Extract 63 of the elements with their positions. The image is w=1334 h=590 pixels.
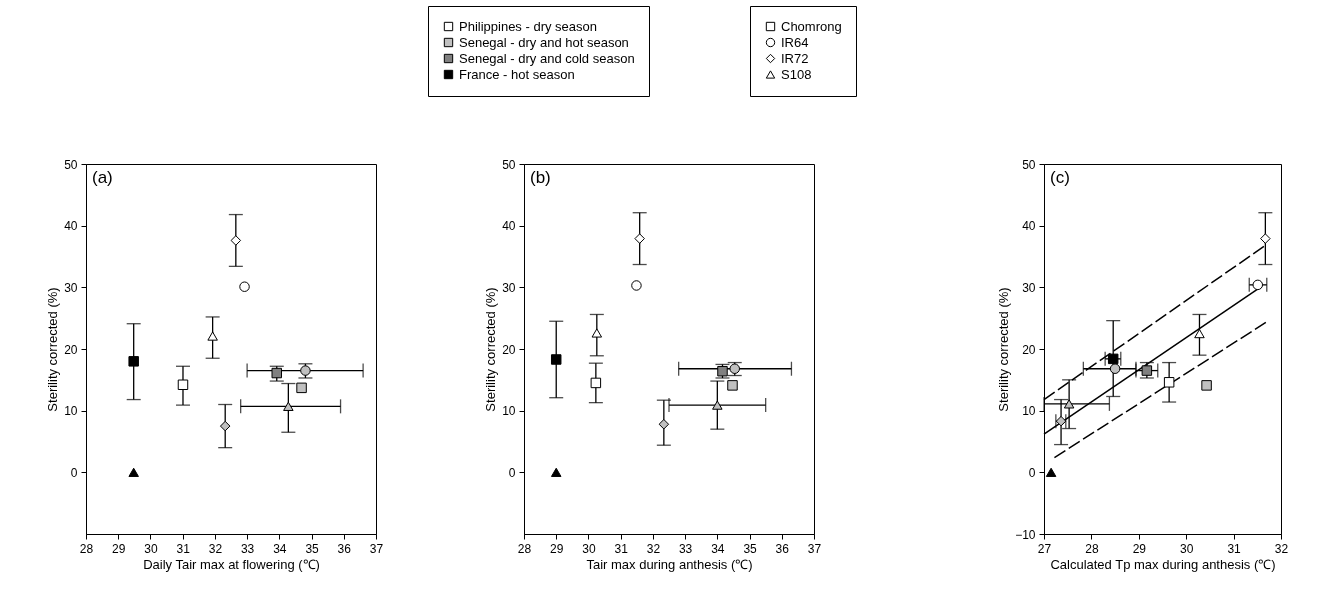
y-tick-label: 40 [502, 219, 516, 234]
y-axis-title: Sterility corrected (%) [45, 287, 61, 412]
chart-title: (b) [530, 168, 551, 187]
y-tick-label: 0 [1028, 465, 1036, 480]
y-tick-label: 40 [1022, 219, 1036, 234]
x-tick-label: 35 [305, 541, 320, 556]
x-tick-label: 36 [337, 541, 352, 556]
legend-label: IR72 [781, 50, 809, 66]
x-tick-label: 32 [646, 541, 661, 556]
y-tick-label: 20 [1022, 342, 1036, 357]
x-tick-label: 35 [743, 541, 758, 556]
x-tick-label: 37 [807, 541, 822, 556]
x-tick-label: 29 [550, 541, 564, 556]
y-tick-label: 30 [64, 280, 78, 295]
x-axis-title: Tair max during anthesis (℃) [586, 556, 753, 572]
x-axis-title: Calculated Tp max during anthesis (℃) [1050, 556, 1276, 572]
y-tick-label: 10 [502, 404, 516, 419]
y-tick-label: 50 [64, 157, 78, 172]
chart-title: (a) [92, 168, 113, 187]
legend-label: Senegal - dry and cold season [459, 50, 635, 66]
x-tick-label: 34 [711, 541, 725, 556]
x-tick-label: 36 [775, 541, 790, 556]
y-tick-label: 30 [502, 280, 516, 295]
y-axis-title: Sterility corrected (%) [996, 287, 1012, 412]
x-tick-label: 28 [79, 541, 94, 556]
x-tick-label: 34 [273, 541, 287, 556]
y-tick-label: 0 [508, 465, 516, 480]
x-tick-label: 32 [1274, 541, 1289, 556]
x-tick-label: 28 [517, 541, 532, 556]
x-tick-label: 27 [1037, 541, 1052, 556]
x-tick-label: 30 [144, 541, 158, 556]
y-tick-label: 20 [64, 342, 78, 357]
chart-title: (c) [1050, 168, 1070, 187]
y-tick-label: 20 [502, 342, 516, 357]
y-tick-label: 0 [70, 465, 78, 480]
legend-label: Chomrong [781, 18, 842, 34]
x-tick-label: 29 [1132, 541, 1147, 556]
y-axis-title: Sterility corrected (%) [483, 287, 499, 412]
y-tick-label: 40 [64, 219, 78, 234]
y-tick-label: 50 [1022, 157, 1036, 172]
x-tick-label: 30 [582, 541, 596, 556]
x-tick-label: 28 [1085, 541, 1099, 556]
x-tick-label: 31 [614, 541, 629, 556]
legend-label: Philippines - dry season [459, 18, 598, 34]
legend-label: IR64 [781, 34, 809, 50]
x-tick-label: 31 [1227, 541, 1242, 556]
y-tick-label: −10 [1015, 527, 1036, 542]
x-tick-label: 30 [1180, 541, 1194, 556]
y-tick-label: 30 [1022, 280, 1036, 295]
y-tick-label: 10 [64, 404, 78, 419]
y-tick-label: 10 [1022, 404, 1036, 419]
y-tick-label: 50 [502, 157, 516, 172]
x-axis-title: Daily Tair max at flowering (℃) [143, 556, 320, 572]
x-tick-label: 29 [112, 541, 126, 556]
point [1141, 365, 1153, 376]
legend-label: S108 [781, 66, 812, 82]
x-tick-label: 37 [369, 541, 384, 556]
x-tick-label: 31 [176, 541, 191, 556]
legend-label: France - hot season [459, 66, 575, 82]
x-tick-label: 33 [240, 541, 255, 556]
x-tick-label: 32 [208, 541, 223, 556]
legend-label: Senegal - dry and hot season [459, 34, 629, 50]
x-tick-label: 33 [678, 541, 693, 556]
